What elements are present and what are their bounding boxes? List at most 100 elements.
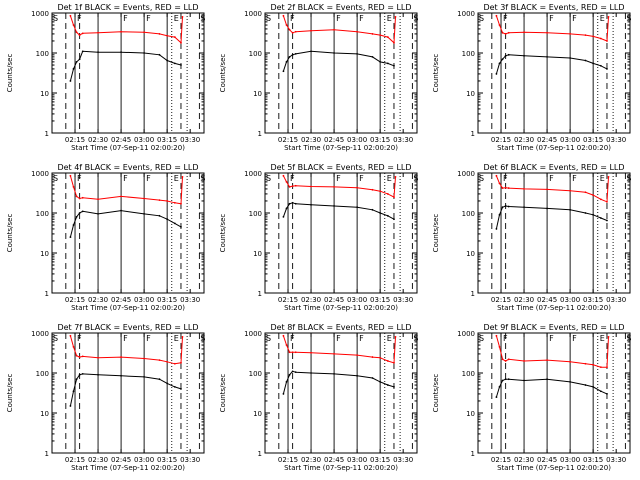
y-tick-label: 1 bbox=[471, 290, 475, 298]
x-tick-label: 02:30 bbox=[88, 456, 108, 464]
marker-letter: S bbox=[626, 334, 631, 343]
lld-point bbox=[81, 355, 84, 358]
x-axis-label: Start Time (07-Sep-11 02:00:20) bbox=[497, 144, 611, 152]
marker-letter: F bbox=[290, 14, 295, 23]
marker-letter: S bbox=[479, 14, 484, 23]
lld-point bbox=[371, 33, 374, 35]
x-tick-label: 03:15 bbox=[583, 456, 603, 464]
lld-point bbox=[546, 31, 548, 34]
lld-point bbox=[584, 191, 587, 194]
events-point bbox=[75, 378, 78, 381]
lld-point bbox=[592, 194, 595, 197]
lld-point bbox=[72, 24, 75, 26]
events-point bbox=[356, 206, 359, 209]
x-axis-label: Start Time (07-Sep-11 02:00:20) bbox=[71, 144, 185, 152]
marker-letter: S bbox=[266, 334, 271, 343]
events-point bbox=[546, 207, 548, 210]
x-tick-label: 02:15 bbox=[278, 296, 298, 304]
plot-frame bbox=[477, 12, 631, 134]
x-tick-label: 02:30 bbox=[301, 456, 321, 464]
y-axis-label: Counts/sec bbox=[432, 54, 440, 93]
x-tick-label: 03:15 bbox=[583, 136, 603, 144]
lld-point bbox=[394, 175, 397, 178]
marker-letter: E bbox=[174, 174, 179, 183]
events-point bbox=[69, 80, 72, 82]
y-tick-label: 100 bbox=[462, 50, 475, 58]
y-tick-label: 1000 bbox=[244, 330, 262, 338]
y-tick-label: 1 bbox=[471, 130, 475, 138]
lld-point bbox=[498, 345, 501, 348]
y-tick-label: 1 bbox=[45, 290, 49, 298]
lld-point bbox=[607, 335, 610, 338]
plot-frame bbox=[477, 172, 631, 294]
marker-letter: S bbox=[626, 174, 631, 183]
lld-point bbox=[607, 175, 610, 178]
lld-point bbox=[333, 28, 335, 31]
marker-letter: F bbox=[572, 14, 577, 23]
events-series-line bbox=[282, 202, 395, 220]
events-point bbox=[97, 373, 99, 376]
events-point bbox=[75, 215, 78, 218]
marker-letter: E bbox=[174, 14, 179, 23]
events-point bbox=[523, 54, 525, 57]
chart-panel: Det 2f BLACK = Events, RED = LLD 1 10 100 10… bbox=[219, 3, 418, 152]
lld-point bbox=[386, 193, 389, 195]
events-point bbox=[371, 55, 374, 58]
marker-letter: F bbox=[503, 14, 508, 23]
lld-point bbox=[584, 362, 587, 365]
x-tick-label: 02:45 bbox=[537, 456, 557, 464]
lld-point bbox=[356, 186, 359, 189]
y-axis-label: Counts/sec bbox=[219, 374, 227, 413]
marker-letter: F bbox=[123, 174, 128, 183]
events-point bbox=[386, 62, 389, 65]
events-point bbox=[81, 372, 84, 375]
events-point bbox=[504, 378, 507, 381]
events-point bbox=[507, 378, 510, 381]
y-tick-label: 1 bbox=[258, 290, 262, 298]
events-point bbox=[143, 375, 146, 378]
events-point bbox=[606, 393, 608, 395]
lld-point bbox=[501, 358, 504, 361]
lld-point bbox=[569, 360, 572, 363]
chart-panel: Det 3f BLACK = Events, RED = LLD 1 10 100 10… bbox=[432, 3, 631, 152]
marker-letter: S bbox=[413, 14, 418, 23]
marker-letter: E bbox=[387, 174, 392, 183]
y-tick-label: 100 bbox=[249, 210, 262, 218]
marker-letter: F bbox=[549, 174, 554, 183]
events-point bbox=[333, 205, 335, 207]
marker-letter: E bbox=[600, 14, 605, 23]
x-axis-label: Start Time (07-Sep-11 02:00:20) bbox=[71, 304, 185, 312]
lld-point bbox=[75, 195, 78, 198]
events-point bbox=[288, 373, 291, 376]
y-tick-label: 10 bbox=[466, 410, 475, 418]
lld-point bbox=[143, 31, 146, 34]
events-point bbox=[393, 64, 395, 67]
events-point bbox=[143, 52, 146, 54]
lld-point bbox=[120, 30, 122, 33]
x-tick-label: 02:30 bbox=[88, 296, 108, 304]
events-point bbox=[569, 380, 572, 383]
lld-point bbox=[584, 34, 587, 37]
events-point bbox=[592, 62, 595, 65]
events-point bbox=[379, 380, 382, 383]
lld-point bbox=[180, 361, 182, 364]
events-point bbox=[393, 385, 395, 388]
marker-letter: S bbox=[266, 14, 271, 23]
events-point bbox=[606, 219, 608, 222]
events-point bbox=[78, 58, 81, 61]
events-point bbox=[498, 62, 501, 65]
marker-letter: F bbox=[336, 174, 341, 183]
y-tick-label: 100 bbox=[36, 210, 49, 218]
events-point bbox=[75, 60, 78, 63]
x-tick-label: 03:15 bbox=[370, 296, 390, 304]
events-point bbox=[393, 218, 395, 221]
events-point bbox=[180, 64, 182, 66]
events-point bbox=[371, 377, 374, 379]
x-tick-label: 03:00 bbox=[347, 296, 367, 304]
lld-point bbox=[507, 358, 510, 361]
lld-point bbox=[386, 36, 389, 38]
events-point bbox=[504, 54, 507, 57]
chart-panel: Det 8f BLACK = Events, RED = LLD 1 10 100 10… bbox=[219, 323, 418, 472]
x-tick-label: 02:45 bbox=[537, 136, 557, 144]
events-point bbox=[72, 224, 75, 226]
